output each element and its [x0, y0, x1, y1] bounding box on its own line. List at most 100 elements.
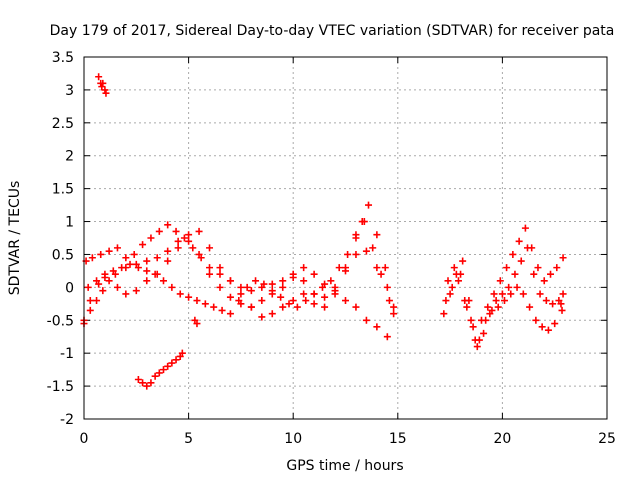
data-point — [134, 376, 142, 384]
data-point — [134, 264, 142, 272]
y-tick-label: -2 — [60, 412, 74, 428]
data-point — [469, 323, 477, 331]
data-point — [385, 297, 393, 305]
x-tick-label: 5 — [184, 431, 193, 447]
axis-ticks: 0 5 10 15 20 25 -2 -1.5 -1 -0.5 0 0.5 1 1.5 2 2.5 3 3.5 — [47, 50, 616, 447]
data-point — [448, 283, 456, 291]
data-point — [247, 303, 255, 311]
data-point — [193, 320, 201, 328]
data-point — [373, 264, 381, 272]
data-point — [505, 283, 513, 291]
y-tick-label: 3 — [65, 83, 74, 99]
data-point — [143, 267, 151, 275]
data-point — [352, 303, 360, 311]
data-point — [105, 247, 113, 255]
data-point — [457, 270, 465, 278]
data-point — [509, 250, 517, 258]
data-point — [534, 264, 542, 272]
data-point — [285, 300, 293, 308]
y-tick-label: 3.5 — [52, 50, 74, 66]
data-point — [237, 300, 245, 308]
data-point — [178, 349, 186, 357]
data-points — [80, 73, 567, 390]
data-point — [216, 283, 224, 291]
data-point — [193, 297, 201, 305]
data-point — [216, 264, 224, 272]
data-point — [180, 234, 188, 242]
data-point — [147, 234, 155, 242]
data-point — [473, 343, 481, 351]
data-point — [526, 303, 534, 311]
data-point — [130, 250, 138, 258]
y-tick-label: 0 — [65, 280, 74, 296]
data-point — [540, 277, 548, 285]
data-point — [268, 280, 276, 288]
data-point — [195, 250, 203, 258]
data-point — [500, 297, 508, 305]
data-point — [492, 297, 500, 305]
data-point — [327, 277, 335, 285]
data-point — [559, 254, 567, 262]
data-point — [153, 270, 161, 278]
data-point — [521, 224, 529, 232]
data-point — [95, 73, 103, 81]
data-point — [243, 283, 251, 291]
data-point — [360, 218, 368, 226]
data-point — [258, 297, 266, 305]
data-point — [260, 280, 268, 288]
data-point — [153, 254, 161, 262]
data-point — [279, 303, 287, 311]
data-point — [151, 372, 159, 380]
data-point — [293, 303, 301, 311]
data-point — [459, 257, 467, 265]
data-point — [174, 237, 182, 245]
data-point — [185, 293, 193, 301]
data-point — [84, 283, 92, 291]
data-point — [553, 264, 561, 272]
data-point — [155, 227, 163, 235]
data-point — [118, 264, 126, 272]
data-point — [300, 277, 308, 285]
data-point — [482, 316, 490, 324]
data-point — [237, 290, 245, 298]
data-point — [174, 244, 182, 252]
data-point — [93, 277, 101, 285]
data-point — [109, 267, 117, 275]
data-point — [189, 244, 197, 252]
data-point — [484, 303, 492, 311]
data-point — [362, 247, 370, 255]
data-point — [300, 264, 308, 272]
data-point — [164, 257, 172, 265]
data-point — [532, 316, 540, 324]
data-point — [139, 379, 147, 387]
data-point — [310, 270, 318, 278]
data-point — [206, 264, 214, 272]
data-point — [113, 244, 121, 252]
data-point — [86, 297, 94, 305]
data-point — [247, 287, 255, 295]
data-point — [99, 287, 107, 295]
data-point — [321, 303, 329, 311]
data-point — [488, 306, 496, 314]
data-point — [498, 290, 506, 298]
data-point — [122, 290, 130, 298]
data-point — [289, 297, 297, 305]
data-point — [362, 316, 370, 324]
data-point — [185, 231, 193, 239]
data-point — [310, 290, 318, 298]
data-point — [143, 277, 151, 285]
data-point — [268, 310, 276, 318]
data-point — [252, 277, 260, 285]
data-point — [93, 297, 101, 305]
y-axis-label: SDTVAR / TECUs — [7, 181, 23, 296]
data-point — [365, 201, 373, 209]
data-point — [105, 277, 113, 285]
data-point — [544, 326, 552, 334]
data-point — [503, 264, 511, 272]
data-point — [155, 369, 163, 377]
data-point — [206, 270, 214, 278]
data-point — [463, 303, 471, 311]
data-point — [342, 267, 349, 275]
data-point — [494, 303, 502, 311]
